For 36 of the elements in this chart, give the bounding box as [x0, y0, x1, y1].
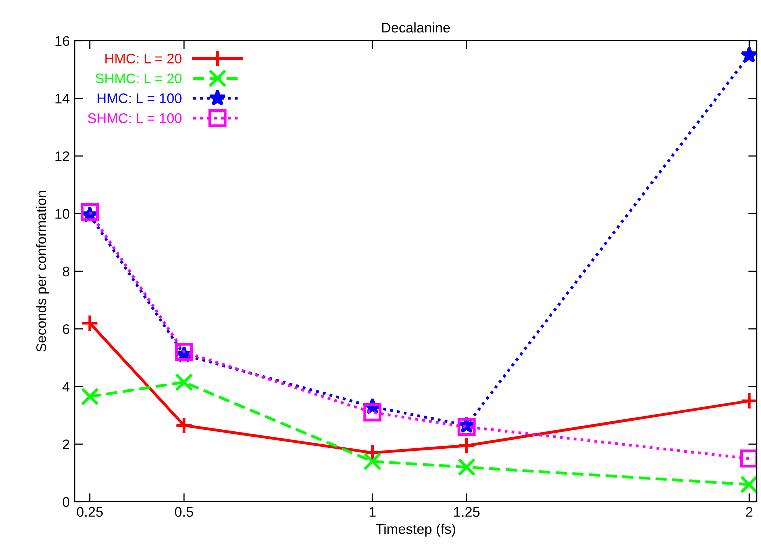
x-tick-label: 1	[370, 507, 376, 517]
legend-label: HMC: L = 20	[106, 54, 182, 64]
x-tick-label: 1.25	[454, 507, 480, 518]
point	[740, 450, 757, 468]
point	[81, 388, 100, 406]
point	[364, 404, 382, 422]
legend-label: SHMC: L = 100	[88, 114, 182, 124]
point	[81, 314, 100, 332]
chart-title: Decalanine	[382, 22, 450, 33]
point	[740, 476, 757, 494]
y-tick-label: 8	[63, 266, 70, 277]
y-tick-label: 2	[63, 440, 70, 450]
y-tick-label: 4	[62, 382, 70, 392]
point	[81, 203, 100, 222]
point	[175, 343, 194, 362]
point	[175, 373, 194, 392]
point	[175, 416, 194, 435]
y-axis-title: Seconds per conformation	[36, 191, 50, 352]
point	[458, 436, 476, 455]
legend-label: SHMC: L = 20	[96, 74, 182, 84]
y-tick-label: 16	[56, 36, 70, 46]
x-axis-title: Timestep (fs)	[376, 524, 456, 537]
point	[740, 392, 757, 410]
x-tick-label: 0.5	[175, 507, 194, 518]
y-tick-label: 12	[56, 152, 70, 162]
legend-label: HMC: L = 100	[98, 94, 182, 104]
point	[740, 46, 757, 63]
x-tick-label: 2	[746, 507, 753, 517]
point	[458, 458, 476, 476]
point	[458, 418, 476, 436]
point	[364, 452, 382, 471]
y-tick-label: 10	[56, 209, 70, 220]
y-tick-label: 14	[56, 94, 70, 104]
y-tick-label: 6	[63, 324, 70, 334]
y-tick-label: 0	[62, 497, 70, 508]
x-tick-label: 0.25	[77, 507, 104, 518]
